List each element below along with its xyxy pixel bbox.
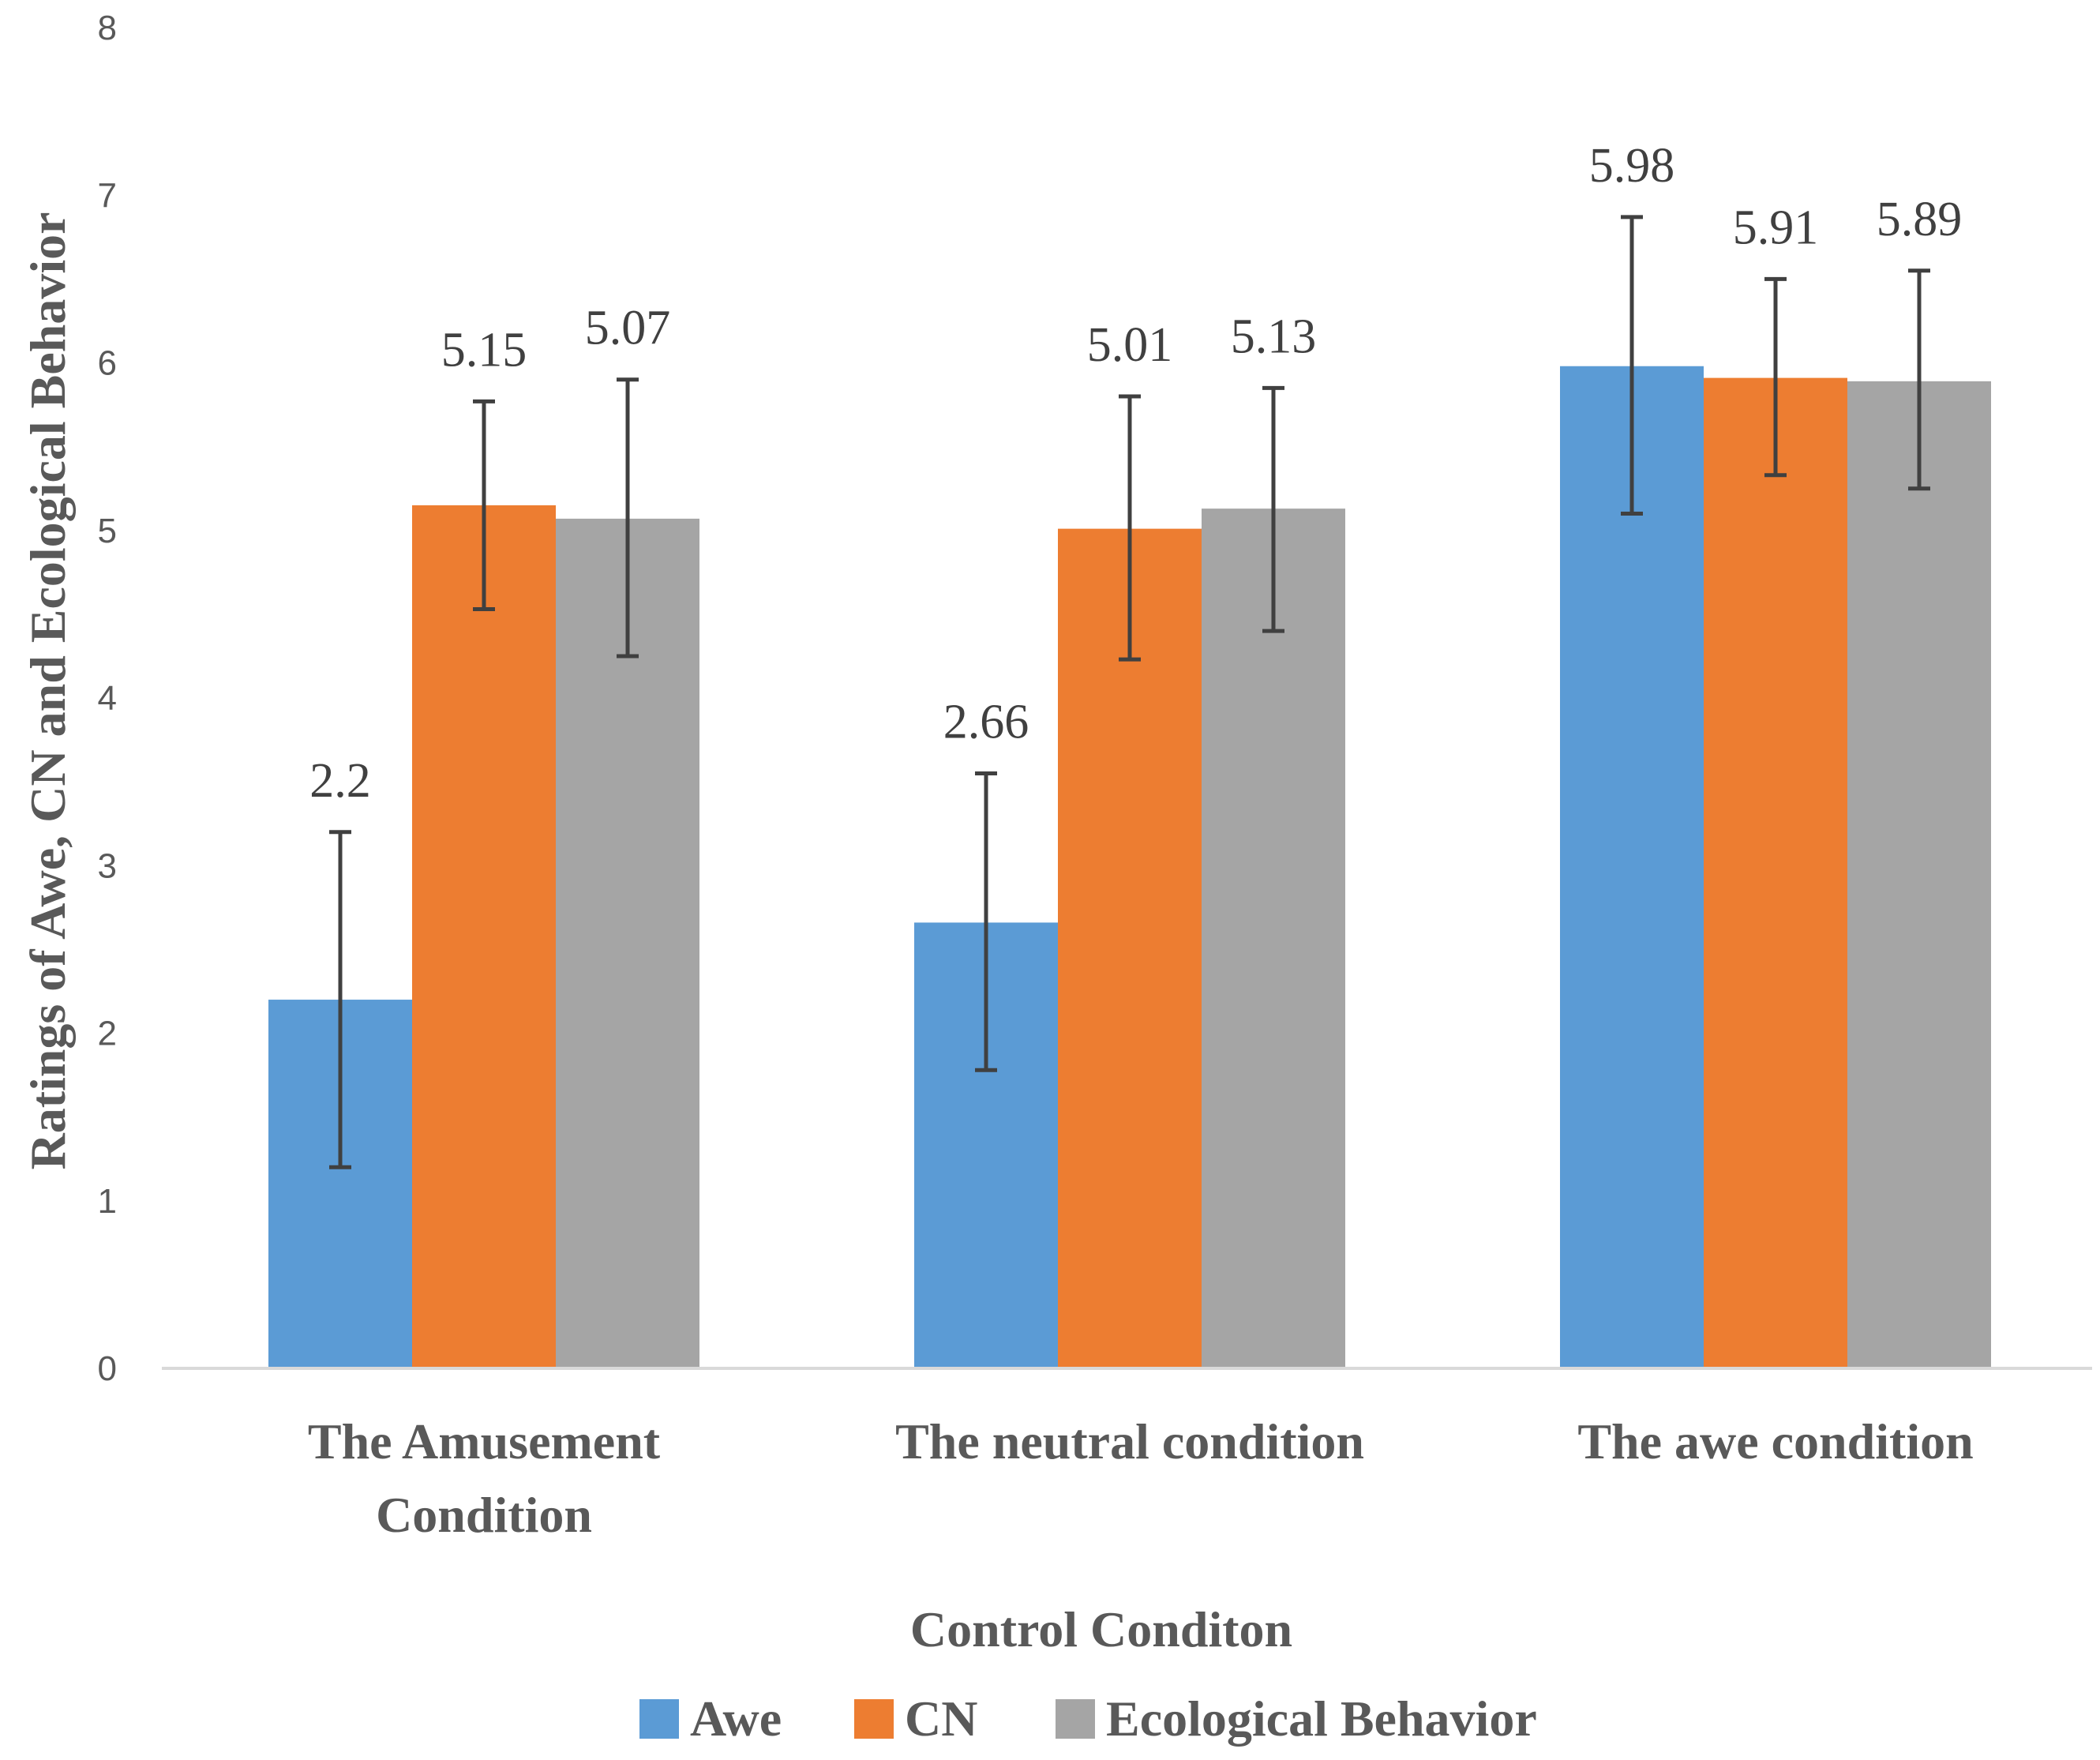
legend-label: CN bbox=[905, 1691, 977, 1747]
data-label: 5.07 bbox=[585, 302, 671, 355]
data-labels: 2.2 2.66 5.98 5.15 5.01 5.91 5.07 5.13 5.89 bbox=[309, 139, 1962, 808]
legend-swatch-awe bbox=[639, 1699, 679, 1739]
category-label: The neutral condition bbox=[895, 1413, 1364, 1469]
data-label: 5.15 bbox=[441, 323, 527, 377]
bar-ecological-behavior bbox=[556, 518, 699, 1368]
category-label: Condition bbox=[376, 1487, 592, 1543]
error-bars bbox=[329, 215, 1930, 1169]
y-tick-label: 2 bbox=[98, 1015, 117, 1053]
data-label: 5.91 bbox=[1733, 201, 1819, 254]
x-axis-title: Control Conditon bbox=[910, 1601, 1292, 1657]
bar-cn bbox=[412, 505, 556, 1368]
data-label: 2.66 bbox=[943, 696, 1029, 749]
y-tick-label: 6 bbox=[98, 344, 117, 383]
legend-swatch-ecological-behavior bbox=[1056, 1699, 1095, 1739]
y-tick-label: 0 bbox=[98, 1349, 117, 1388]
bars bbox=[268, 366, 1991, 1369]
bar-ecological-behavior bbox=[1202, 508, 1345, 1368]
bar-awe bbox=[1560, 366, 1704, 1368]
y-tick-label: 7 bbox=[98, 176, 117, 215]
data-label: 5.98 bbox=[1589, 139, 1675, 193]
legend-label: Awe bbox=[690, 1691, 782, 1747]
data-label: 5.13 bbox=[1231, 310, 1317, 363]
bar-ecological-behavior bbox=[1847, 381, 1991, 1368]
y-tick-label: 5 bbox=[98, 512, 117, 550]
category-labels: The Amusement Condition The neutral condit… bbox=[308, 1413, 1974, 1543]
y-tick-label: 4 bbox=[98, 679, 117, 718]
data-label: 5.01 bbox=[1087, 318, 1173, 372]
legend: Awe CN Ecological Behavior bbox=[639, 1691, 1537, 1747]
y-axis-ticks: 0 1 2 3 4 5 6 7 8 bbox=[98, 9, 117, 1388]
category-label: The Amusement bbox=[308, 1413, 661, 1469]
y-tick-label: 8 bbox=[98, 9, 117, 47]
y-tick-label: 3 bbox=[98, 846, 117, 885]
data-label: 2.2 bbox=[309, 754, 371, 808]
legend-swatch-cn bbox=[854, 1699, 894, 1739]
bar-cn bbox=[1704, 377, 1847, 1368]
y-tick-label: 1 bbox=[98, 1182, 117, 1221]
data-label: 5.89 bbox=[1877, 193, 1963, 246]
legend-label: Ecological Behavior bbox=[1106, 1691, 1537, 1747]
bar-cn bbox=[1058, 528, 1202, 1369]
y-axis-title: Ratings of Awe, CN and Ecological Behavi… bbox=[20, 212, 76, 1169]
category-label: The awe condition bbox=[1577, 1413, 1973, 1469]
